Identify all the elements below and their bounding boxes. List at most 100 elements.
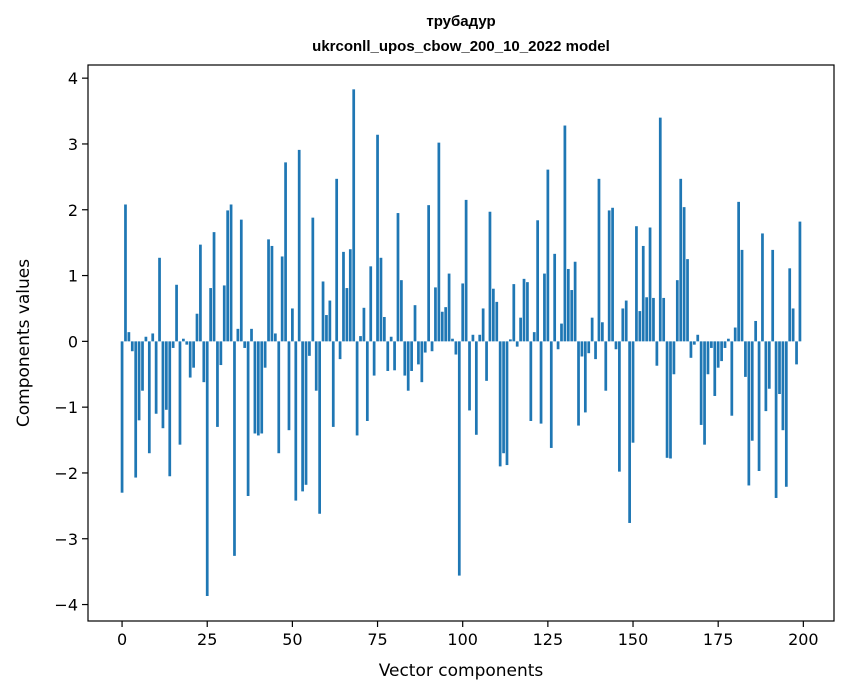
bar-181 (737, 201, 740, 342)
bar-89 (423, 341, 427, 353)
bar-53 (301, 341, 304, 492)
bar-141 (601, 322, 604, 342)
bar-145 (614, 341, 618, 350)
x-axis-ticks: 0 25 50 75 100 125 150 175 200 (117, 621, 819, 649)
bar-14 (168, 341, 172, 477)
bar-8 (147, 341, 151, 454)
bar-9 (151, 333, 155, 342)
bar-101 (464, 199, 468, 342)
bar-195 (784, 341, 788, 487)
bar-98 (454, 341, 458, 355)
y-tick-label: −4 (54, 596, 78, 615)
bar-103 (471, 334, 475, 342)
bar-2 (127, 332, 131, 342)
bar-172 (706, 341, 710, 375)
y-tick-label: −3 (54, 530, 78, 549)
y-axis-ticks: −4 −3 −2 −1 0 1 2 3 4 (54, 69, 88, 615)
bar-40 (256, 341, 260, 436)
y-tick-label: 0 (68, 332, 78, 351)
bar-161 (669, 341, 672, 459)
bar-197 (791, 308, 795, 342)
bar-91 (430, 341, 434, 352)
bar-159 (662, 297, 666, 342)
bar-96 (447, 273, 451, 342)
bar-29 (219, 341, 223, 366)
bar-138 (590, 317, 594, 342)
bar-32 (229, 204, 233, 342)
bar-191 (771, 249, 775, 342)
bar-18 (182, 338, 185, 342)
bar-162 (672, 341, 676, 375)
bar-12 (161, 341, 165, 429)
bar-51 (294, 341, 298, 501)
bar-183 (744, 341, 747, 377)
bar-95 (444, 307, 448, 342)
x-tick-label: 150 (618, 630, 649, 649)
bar-44 (270, 245, 274, 342)
bar-192 (774, 341, 778, 498)
bar-56 (311, 217, 315, 342)
bar-174 (713, 341, 717, 396)
bar-11 (158, 257, 161, 342)
bar-116 (515, 341, 519, 347)
bar-59 (321, 281, 325, 342)
bar-94 (440, 311, 444, 342)
bar-165 (682, 207, 686, 342)
bar-84 (406, 341, 410, 391)
bar-31 (226, 210, 230, 342)
bar-72 (365, 341, 369, 421)
bar-87 (417, 341, 420, 365)
bar-88 (420, 341, 424, 383)
bar-13 (164, 341, 168, 410)
bar-196 (788, 268, 792, 342)
bar-47 (280, 256, 284, 342)
bar-62 (331, 341, 335, 427)
bar-27 (212, 232, 216, 342)
bar-92 (434, 287, 437, 342)
y-tick-label: 4 (68, 69, 78, 88)
bar-186 (754, 320, 758, 342)
y-axis-label: Components values (14, 259, 34, 427)
bar-179 (730, 341, 734, 416)
bar-42 (263, 341, 267, 368)
bar-45 (273, 333, 277, 342)
bar-171 (703, 341, 706, 445)
bar-193 (778, 341, 781, 394)
bar-71 (362, 307, 366, 342)
bar-97 (451, 338, 454, 342)
bar-167 (689, 341, 693, 358)
bar-164 (679, 178, 683, 342)
bar-30 (222, 285, 226, 342)
bar-190 (767, 341, 771, 389)
bar-173 (710, 341, 713, 348)
bar-102 (468, 341, 471, 411)
bar-5 (137, 341, 141, 421)
bar-133 (573, 261, 577, 342)
bar-24 (202, 341, 206, 383)
bar-187 (757, 341, 761, 471)
bar-121 (532, 332, 536, 342)
bar-148 (624, 300, 628, 342)
bar-74 (372, 341, 376, 376)
bar-82 (400, 280, 403, 342)
bar-180 (733, 327, 737, 342)
bar-166 (686, 259, 689, 342)
bar-118 (522, 278, 526, 342)
bar-185 (750, 341, 754, 441)
bar-57 (314, 341, 318, 391)
bar-119 (526, 282, 529, 342)
bar-67 (348, 249, 352, 342)
bar-142 (604, 341, 608, 391)
bar-168 (692, 341, 696, 345)
bar-143 (607, 210, 611, 342)
bar-22 (195, 313, 199, 342)
bar-105 (478, 334, 482, 342)
bar-137 (587, 341, 591, 354)
bar-43 (267, 239, 270, 342)
bar-188 (761, 233, 764, 342)
x-axis-label: Vector components (379, 661, 544, 681)
bar-150 (631, 341, 635, 443)
bar-189 (764, 341, 768, 412)
bar-23 (199, 244, 202, 342)
bar-184 (747, 341, 751, 486)
